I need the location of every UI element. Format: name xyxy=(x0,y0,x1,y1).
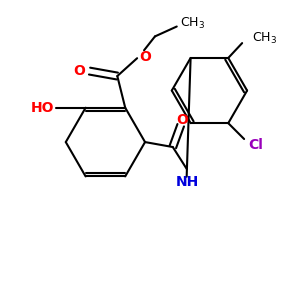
Text: O: O xyxy=(74,64,85,78)
Text: O: O xyxy=(139,50,151,64)
Text: CH$_3$: CH$_3$ xyxy=(180,16,205,31)
Text: CH$_3$: CH$_3$ xyxy=(252,31,277,46)
Text: Cl: Cl xyxy=(248,138,263,152)
Text: O: O xyxy=(176,113,188,127)
Text: HO: HO xyxy=(30,101,54,115)
Text: NH: NH xyxy=(176,175,199,189)
